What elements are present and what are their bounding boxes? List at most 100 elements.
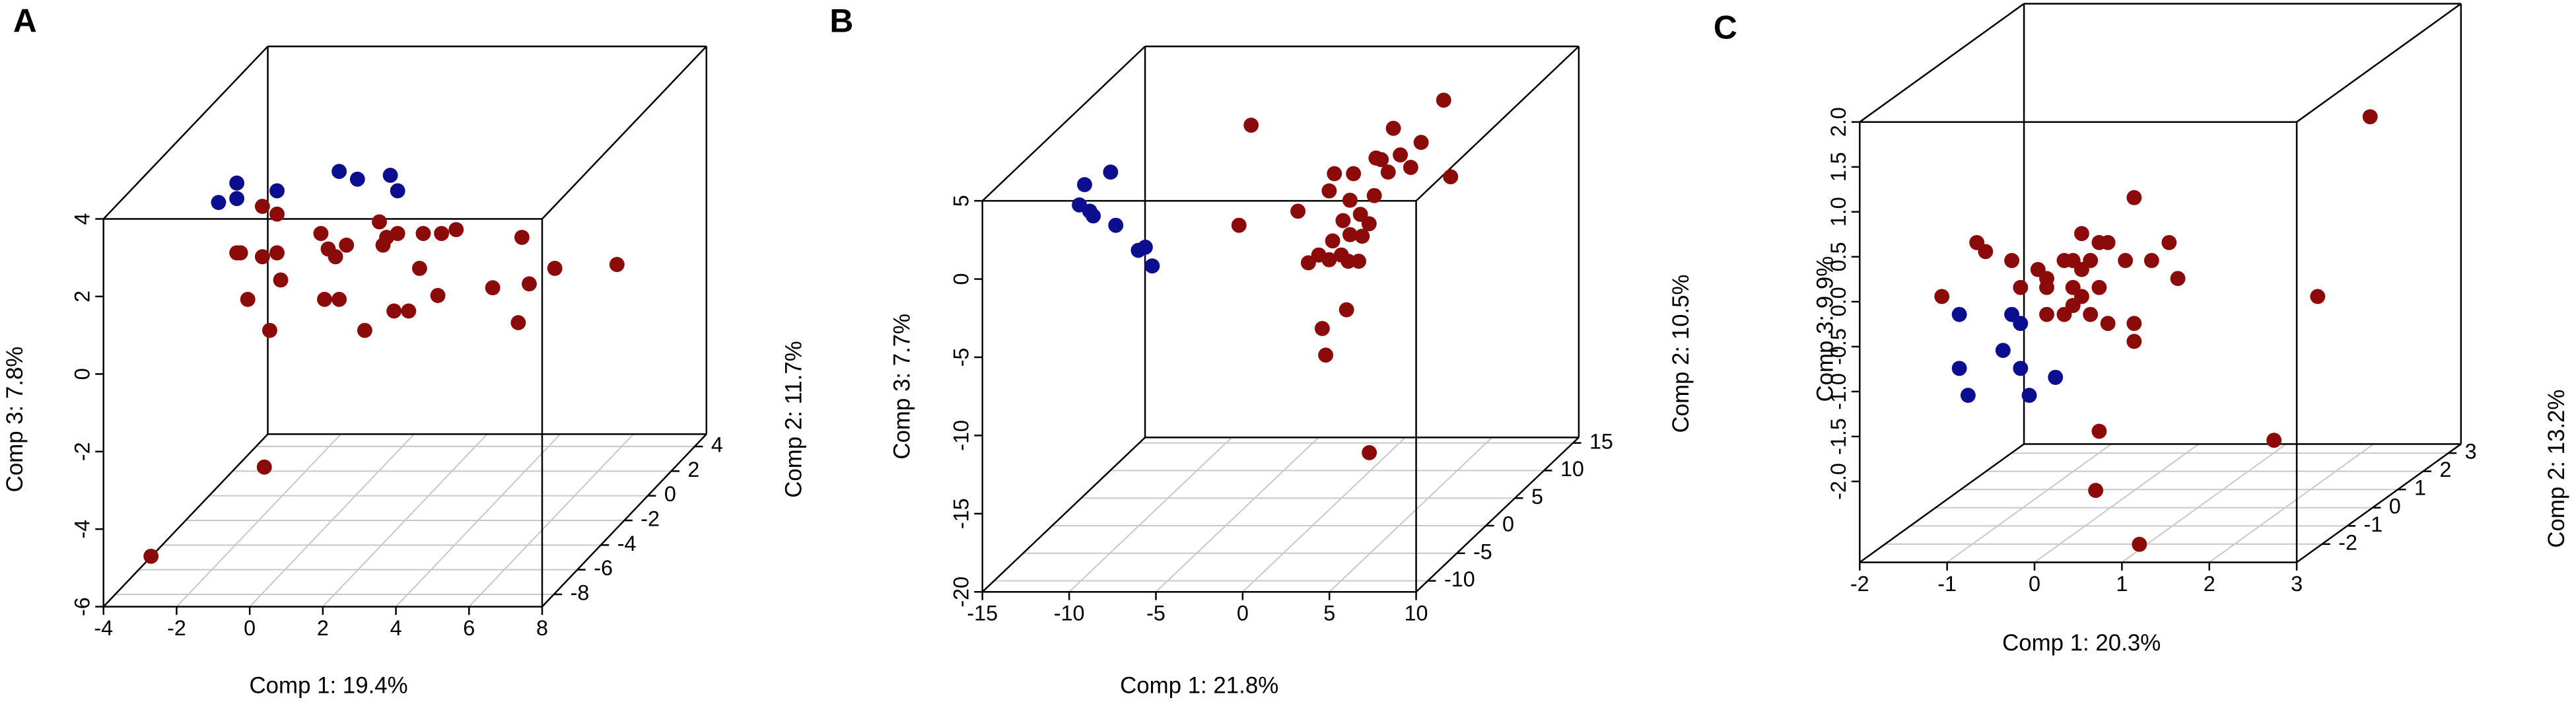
point	[1243, 118, 1259, 133]
point	[1342, 192, 1358, 208]
y-tick-label: -10	[1444, 567, 1475, 591]
z-tick-label: 0.0	[1827, 287, 1850, 316]
point	[510, 315, 526, 331]
point	[1403, 160, 1418, 175]
y-tick-label: -6	[594, 556, 613, 580]
x-axis-label: Comp 1: 21.8%	[1120, 673, 1278, 699]
point	[1137, 239, 1153, 255]
x-tick-label: -4	[94, 616, 113, 640]
point	[2100, 316, 2116, 332]
point	[547, 260, 563, 276]
z-tick-label: -1.0	[1827, 373, 1850, 410]
point	[2170, 271, 2186, 287]
point	[2126, 190, 2142, 205]
point	[2161, 234, 2177, 250]
point	[143, 548, 159, 564]
panel-label: B	[829, 3, 853, 40]
z-tick-label: -2.0	[1827, 463, 1850, 500]
point	[372, 214, 387, 230]
x-tick-label: -1	[1937, 572, 1957, 596]
z-tick-label: -10	[949, 420, 973, 451]
z-tick-label: -4	[70, 520, 94, 539]
point	[390, 183, 405, 199]
point	[1413, 135, 1429, 151]
point	[401, 303, 417, 319]
z-tick-label: -2	[70, 442, 94, 461]
y-tick-label: 0	[2389, 494, 2401, 518]
point	[2039, 279, 2054, 295]
point	[1108, 217, 1124, 233]
point	[1393, 147, 1409, 162]
box-edge	[981, 437, 1146, 593]
y-tick-label: 2	[2439, 458, 2451, 481]
z-axis-label: Comp 3: 7.8%	[2, 347, 28, 493]
point	[2118, 253, 2134, 268]
point	[1380, 164, 1396, 180]
z-axis-label: Comp 3: 9.9%	[1813, 256, 1838, 402]
z-tick-label: 0.5	[1827, 242, 1850, 271]
point	[1351, 254, 1366, 269]
box-edge	[2296, 443, 2462, 563]
point	[1327, 166, 1342, 182]
point	[1960, 388, 1976, 404]
point	[2266, 433, 2282, 448]
y-tick-label: 0	[664, 482, 676, 506]
box-edge	[1415, 46, 1580, 202]
y-tick-label: 0	[1502, 512, 1514, 536]
point	[2126, 334, 2142, 349]
y-tick-label: 2	[687, 458, 699, 481]
point	[2013, 279, 2029, 295]
box-edge	[2296, 3, 2462, 123]
x-tick-label: -2	[1850, 572, 1869, 596]
z-tick-label: 1.5	[1827, 152, 1850, 182]
point	[269, 183, 285, 199]
x-tick-label: 2	[317, 616, 329, 640]
point	[262, 322, 277, 338]
point	[1076, 177, 1092, 192]
x-tick-label: 8	[536, 616, 548, 640]
point	[273, 272, 289, 288]
z-tick-label: 2.0	[1827, 107, 1850, 137]
z-tick-label: 5	[949, 195, 973, 207]
box-edge	[541, 46, 707, 220]
point	[1231, 217, 1247, 233]
point	[1362, 444, 1377, 460]
point	[1366, 188, 1382, 203]
point	[1321, 183, 1337, 199]
point	[1321, 252, 1337, 267]
point	[1335, 213, 1351, 229]
point	[357, 322, 372, 338]
point	[349, 171, 365, 187]
y-tick-label: 5	[1531, 485, 1543, 509]
point	[2004, 253, 2020, 268]
point	[229, 175, 245, 191]
z-tick-label: 4	[70, 213, 94, 225]
point	[331, 291, 347, 307]
y-tick-label: 3	[2465, 440, 2477, 464]
z-axis-label: Comp 3: 7.7%	[889, 314, 915, 460]
z-tick-label: 0	[70, 368, 94, 380]
point	[1339, 302, 1354, 318]
x-tick-label: 10	[1405, 602, 1428, 625]
point	[232, 245, 248, 261]
x-tick-label: 2	[2204, 572, 2215, 596]
grid-line	[1947, 443, 2112, 563]
box-edge	[1859, 3, 2025, 123]
point	[434, 226, 450, 241]
x-tick-label: -15	[967, 602, 998, 625]
point	[485, 280, 501, 296]
point	[269, 245, 285, 261]
z-tick-label: 1.0	[1827, 197, 1850, 227]
y-tick-label: -4	[617, 532, 637, 555]
point	[1086, 208, 1101, 224]
point	[2074, 226, 2089, 242]
box-edge	[1415, 437, 1580, 593]
point	[313, 226, 329, 241]
point	[1103, 164, 1119, 180]
point	[1995, 343, 2011, 359]
point	[1354, 229, 1370, 244]
point	[2143, 253, 2159, 268]
point	[1340, 254, 1356, 269]
point	[328, 249, 343, 265]
